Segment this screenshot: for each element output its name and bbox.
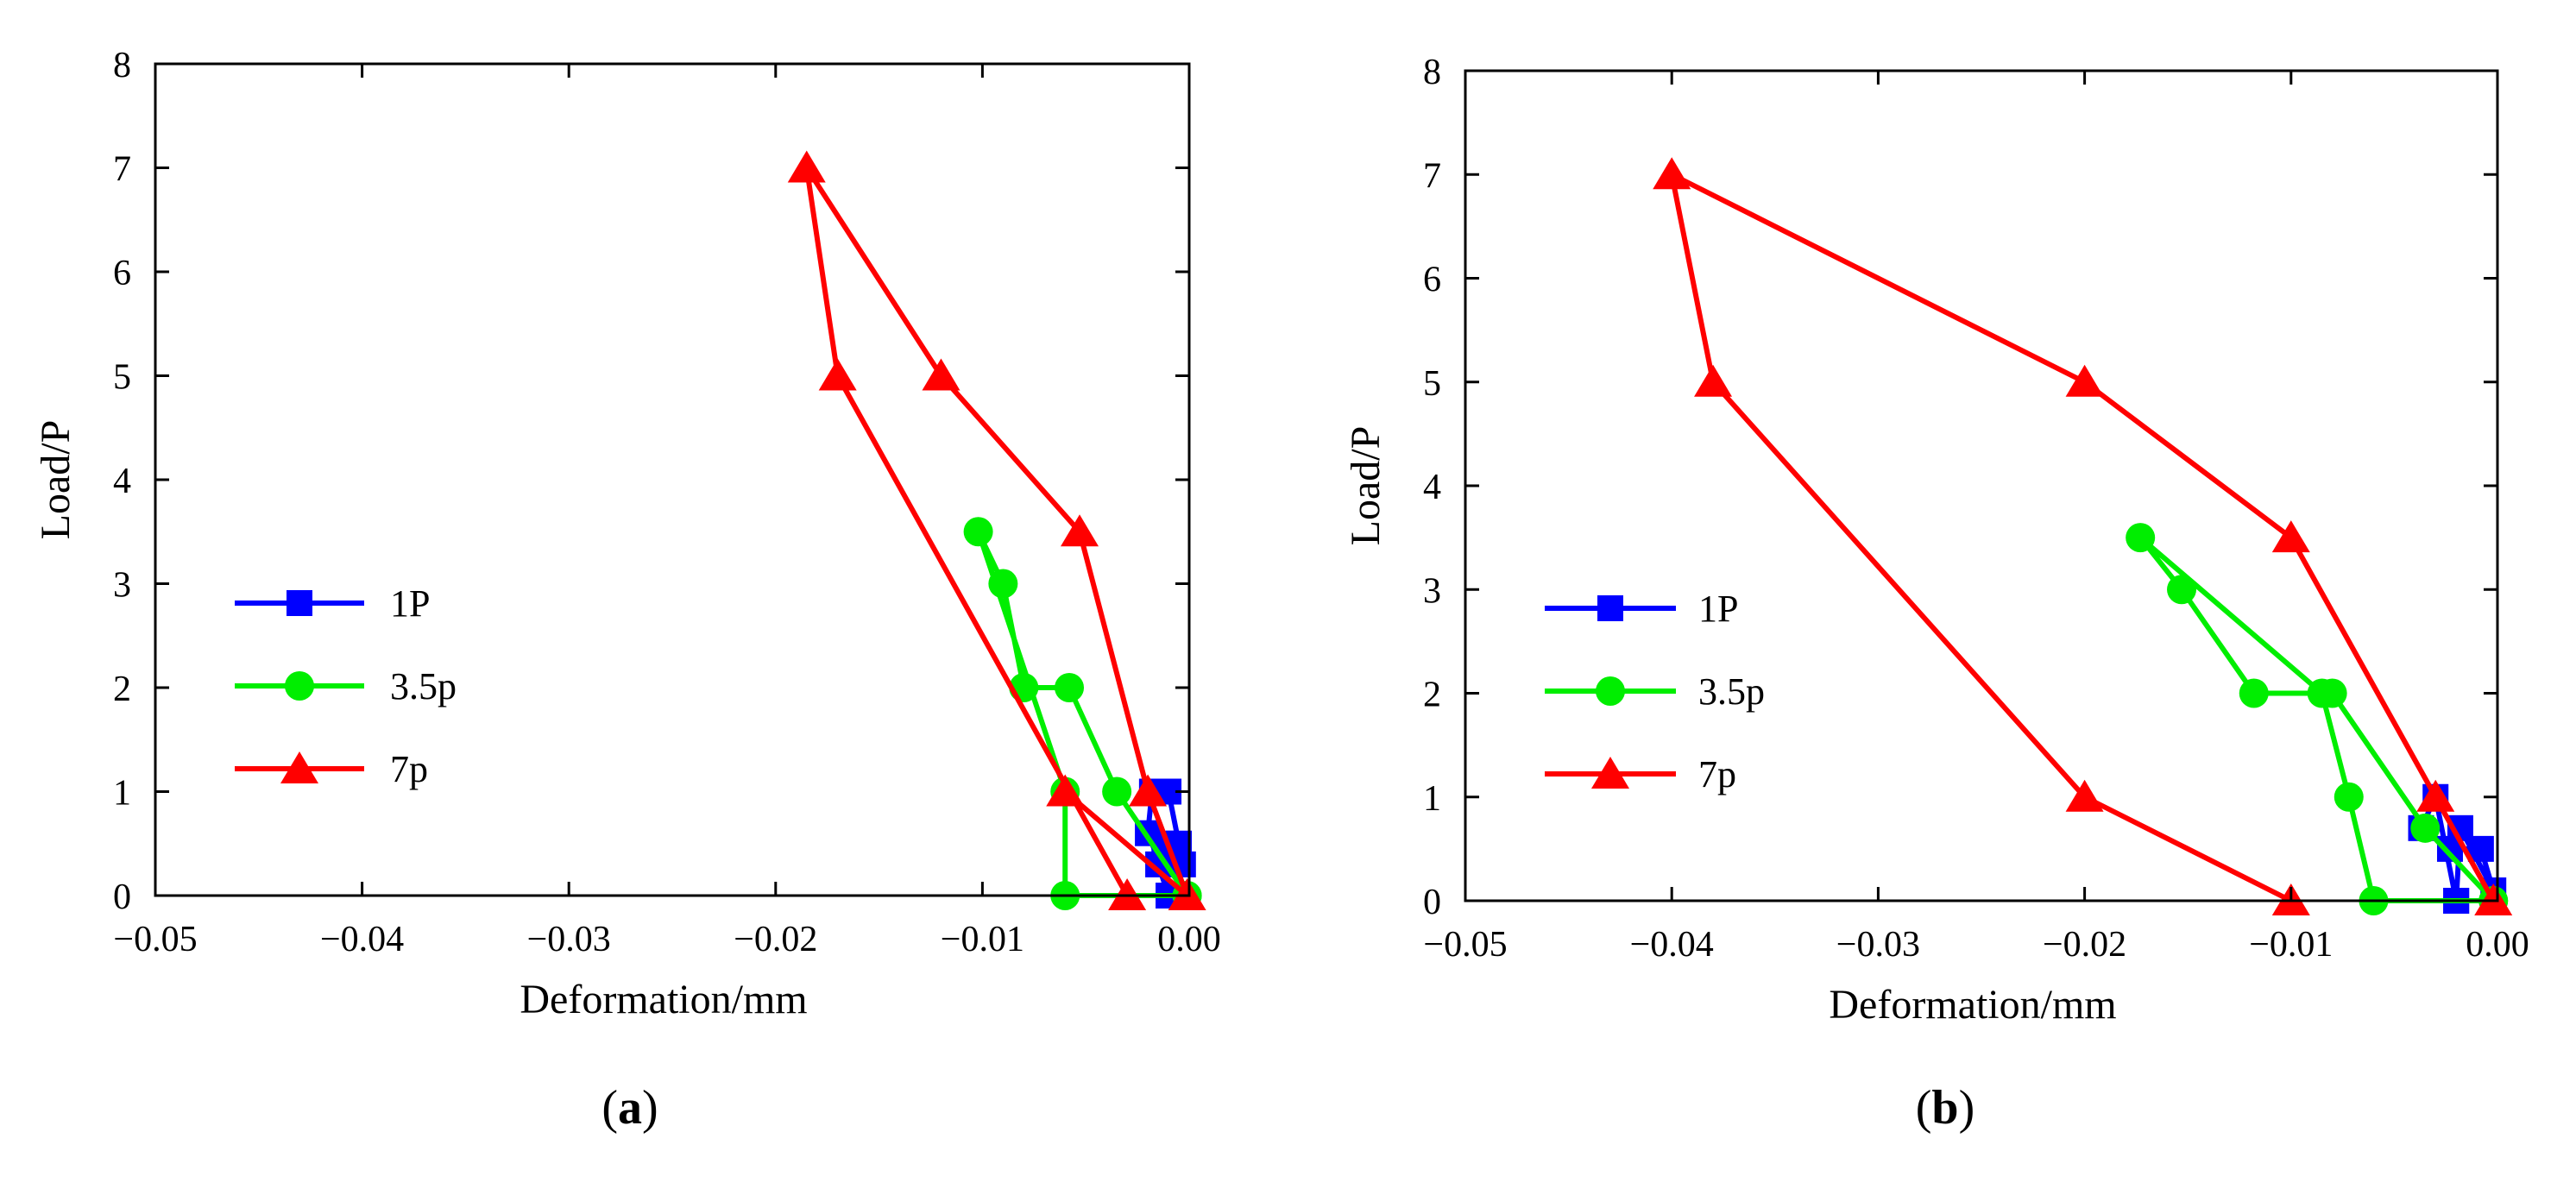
series-7p	[1653, 157, 2513, 915]
y-tick-label: 1	[113, 774, 131, 814]
series-3.5p	[2126, 523, 2509, 915]
x-axis-label: Deformation/mm	[1829, 982, 2116, 1028]
x-tick-label: −0.03	[527, 920, 611, 959]
x-tick-label: −0.01	[2249, 925, 2333, 965]
series-line-3.5p	[2138, 535, 2496, 903]
y-tick-label: 1	[1423, 779, 1441, 819]
x-tick-label: −0.02	[2043, 925, 2126, 965]
data-point-3.5p	[1055, 673, 1085, 702]
data-point-7p	[818, 358, 857, 391]
chart-panel-a: 0 1 2 3 4 5 6 7 8 −0.05 −0.04 −0.03 −0.02 −0.01 0.00 De…	[33, 46, 1221, 1135]
data-point-3.5p	[2307, 678, 2337, 708]
legend-item-1P: 1P	[235, 582, 430, 625]
x-tick-label: −0.01	[941, 920, 1024, 959]
y-tick-label: 5	[1423, 364, 1441, 404]
data-point-7p	[2065, 364, 2104, 397]
x-tick-label: 0.00	[2466, 925, 2529, 965]
x-tick-label: −0.03	[1836, 925, 1920, 965]
y-tick-label: 7	[1423, 156, 1441, 196]
data-point-7p	[1129, 774, 1168, 807]
data-point-3.5p	[2239, 678, 2269, 708]
legend: 1P 3.5p 7p	[235, 582, 457, 790]
y-tick-label: 2	[113, 670, 131, 709]
data-point-7p	[2065, 779, 2104, 812]
legend-label: 1P	[390, 582, 430, 625]
y-tick-label: 8	[1423, 53, 1441, 92]
legend-marker	[1596, 676, 1625, 706]
panel-label: (a)	[601, 1081, 658, 1135]
x-tick-label: −0.04	[320, 920, 404, 959]
data-point-7p	[1694, 364, 1733, 397]
data-point-3.5p	[2410, 813, 2441, 843]
data-point-7p	[1653, 157, 1691, 190]
y-tick-label: 0	[1423, 883, 1441, 922]
legend-label: 1P	[1698, 588, 1738, 630]
legend-item-1P: 1P	[1545, 588, 1738, 630]
x-tick-label: −0.04	[1630, 925, 1714, 965]
x-tick-label: −0.02	[734, 920, 817, 959]
data-point-7p	[2416, 779, 2455, 812]
y-tick-label: 4	[1423, 468, 1441, 507]
y-tick-label: 8	[113, 46, 131, 85]
y-tick-label: 3	[1423, 571, 1441, 611]
data-point-7p	[1046, 774, 1085, 807]
y-tick-label: 0	[113, 877, 131, 917]
legend-label: 7p	[1698, 753, 1736, 795]
data-point-7p	[1061, 514, 1099, 547]
data-point-3.5p	[2167, 575, 2197, 605]
legend-item-3.5p: 3.5p	[235, 665, 457, 707]
series-line-7p	[803, 165, 1190, 898]
y-tick-label: 4	[113, 462, 131, 501]
y-axis-label: Load/P	[1343, 426, 1389, 546]
legend-label: 3.5p	[1698, 670, 1765, 713]
legend-marker	[1591, 757, 1629, 789]
y-tick-label: 2	[1423, 676, 1441, 715]
legend: 1P 3.5p 7p	[1545, 588, 1765, 795]
legend-label: 3.5p	[390, 665, 457, 707]
x-tick-label: −0.05	[1423, 925, 1507, 965]
data-point-3.5p	[2126, 523, 2156, 553]
x-tick-label: −0.05	[113, 920, 197, 959]
y-tick-label: 6	[113, 254, 131, 293]
legend-marker	[1597, 595, 1623, 621]
y-tick-label: 5	[113, 358, 131, 398]
data-point-3.5p	[988, 569, 1018, 599]
y-tick-label: 6	[1423, 261, 1441, 300]
x-axis-label: Deformation/mm	[520, 977, 807, 1022]
legend-item-7p: 7p	[235, 748, 428, 790]
chart-panel-b: 0 1 2 3 4 5 6 7 8 −0.05 −0.04 −0.03 −0.02 −0.01 0.00 De…	[1343, 53, 2529, 1135]
data-point-3.5p	[1102, 777, 1132, 807]
legend-item-7p: 7p	[1545, 753, 1736, 795]
series-line-7p	[1669, 172, 2496, 903]
legend-label: 7p	[390, 748, 428, 790]
panel-label: (b)	[1916, 1081, 1975, 1135]
x-tick-label: 0.00	[1157, 920, 1221, 959]
legend-marker	[287, 590, 312, 616]
y-tick-label: 7	[113, 150, 131, 190]
data-point-7p	[922, 358, 960, 391]
y-tick-label: 3	[113, 566, 131, 606]
data-point-7p	[2271, 520, 2310, 553]
y-axis-label: Load/P	[33, 420, 79, 540]
data-point-7p	[787, 150, 826, 183]
legend-item-3.5p: 3.5p	[1545, 670, 1765, 713]
data-point-3.5p	[963, 517, 993, 547]
legend-marker	[280, 751, 318, 783]
data-point-3.5p	[2334, 782, 2364, 812]
legend-marker	[285, 671, 314, 701]
series-7p	[787, 150, 1206, 910]
